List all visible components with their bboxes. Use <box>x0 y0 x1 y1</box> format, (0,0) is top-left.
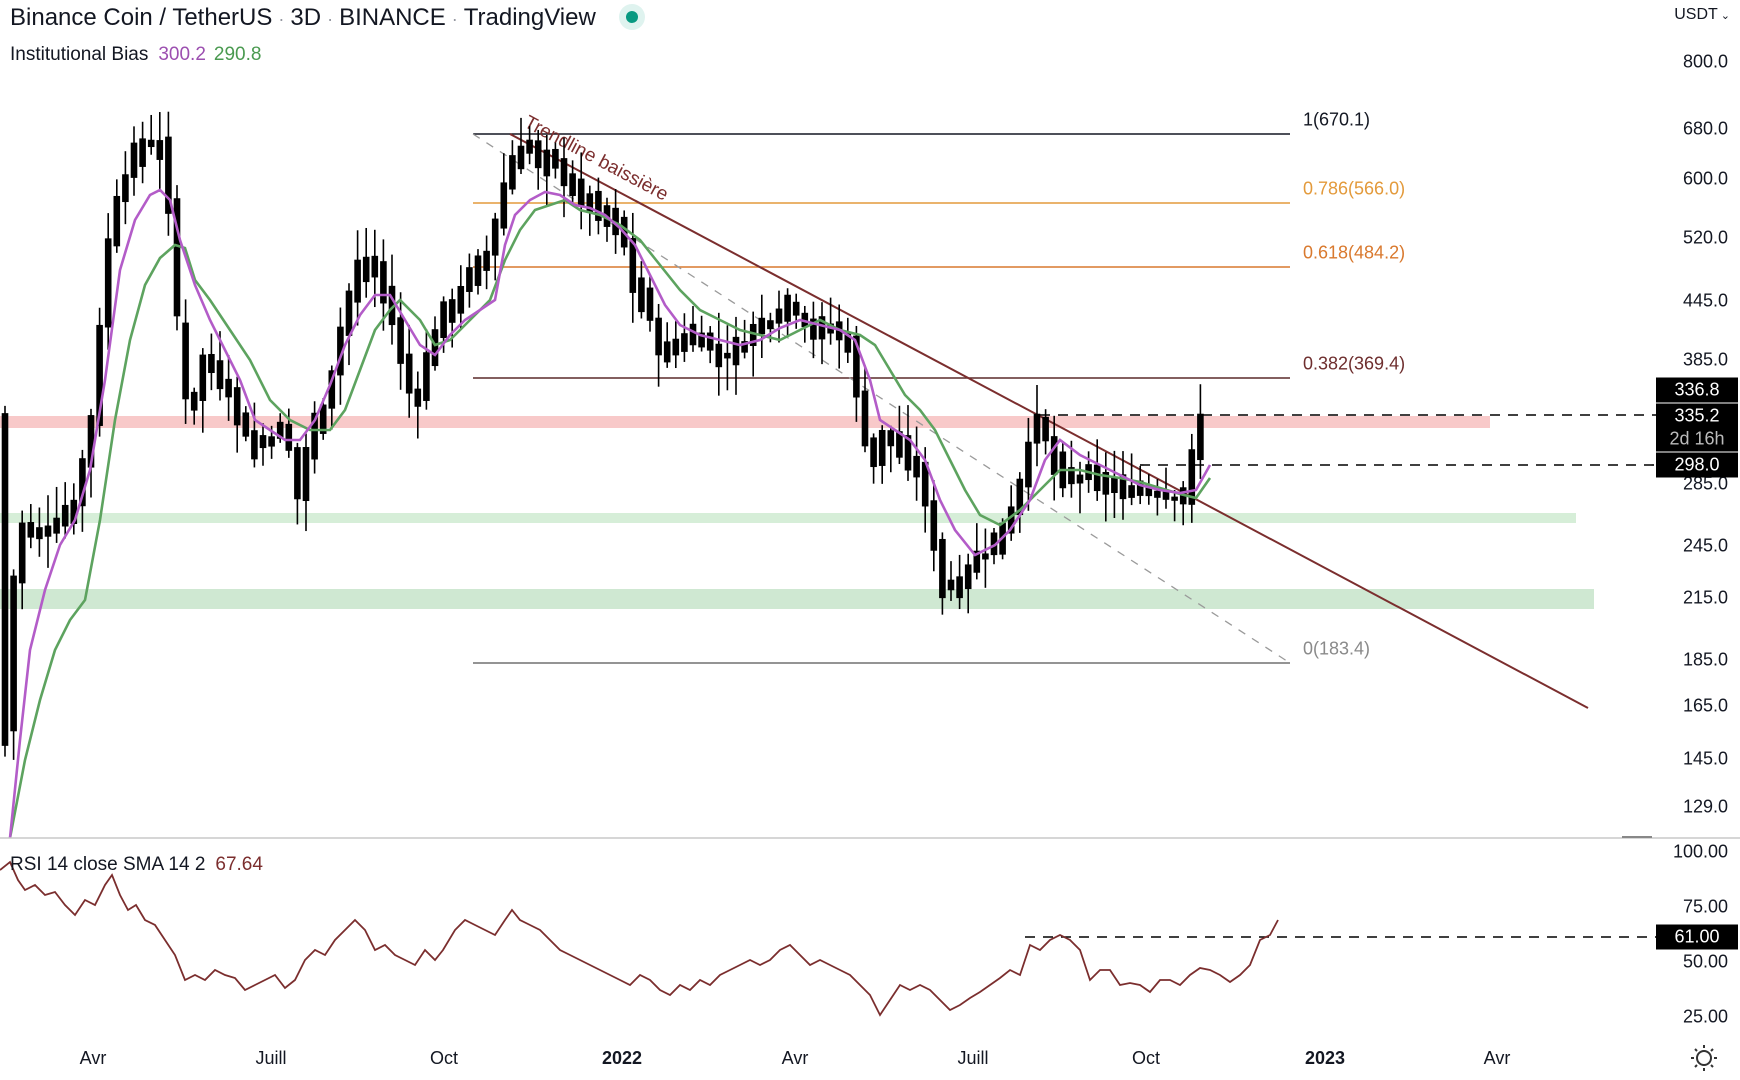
price-tick-label: 185.0 <box>1682 649 1728 670</box>
horizontal-levels[interactable] <box>1040 414 1656 466</box>
price-tick-label: 385.0 <box>1682 349 1728 370</box>
fib-level-label: 0.618(484.2) <box>1303 242 1406 263</box>
time-tick-label: Oct <box>429 1048 459 1068</box>
currency-select[interactable]: USDT ⌄ <box>1674 6 1730 24</box>
price-tick-label: 165.0 <box>1682 695 1728 716</box>
rsi-tick-label: 75.00 <box>1682 896 1728 917</box>
indicator-slow-value: 290.8 <box>213 44 262 65</box>
price-tag: 336.8 <box>1656 377 1738 403</box>
price-tick-label: 145.0 <box>1682 748 1728 769</box>
price-tick-label: 445.0 <box>1682 290 1728 311</box>
rsi-line <box>0 860 1279 1017</box>
fib-level-label: 0.382(369.4) <box>1303 353 1406 374</box>
fib-level-label: 0.786(566.0) <box>1303 178 1406 199</box>
bearish-trendline[interactable] <box>509 133 1589 709</box>
price-tick-label: 680.0 <box>1682 118 1728 139</box>
indicator-fast-value: 300.2 <box>158 44 206 65</box>
indicator-legend[interactable]: Institutional Bias 300.2 290.8 <box>10 44 261 66</box>
institutional-bias-fast-line <box>8 188 1212 839</box>
price-tick-label: 520.0 <box>1682 227 1728 248</box>
price-tick-label: 245.0 <box>1682 535 1728 556</box>
countdown-label: 2d 16h <box>1656 426 1738 452</box>
currency-label: USDT <box>1674 6 1718 23</box>
price-tick-label: 285.0 <box>1682 473 1728 494</box>
price-tag: 335.2 <box>1656 403 1738 429</box>
candlesticks <box>1 111 1204 760</box>
rsi-level-tag: 61.00 <box>1656 924 1738 950</box>
rsi-legend[interactable]: RSI 14 close SMA 14 2 67.64 <box>10 854 263 876</box>
price-tick-label: 600.0 <box>1682 168 1728 189</box>
zones <box>0 416 1594 609</box>
support-zone-2 <box>0 589 1594 609</box>
price-tag: 298.0 <box>1656 452 1738 478</box>
exchange: BINANCE <box>339 4 446 31</box>
price-tick-label: 129.0 <box>1682 796 1728 817</box>
rsi-tick-label: 50.00 <box>1682 951 1728 972</box>
interval[interactable]: 3D <box>290 4 322 31</box>
rsi-tick-label: 100.00 <box>1672 841 1728 862</box>
time-tick-label: Avr <box>781 1048 809 1068</box>
data-source: TradingView <box>463 4 596 31</box>
resistance-zone <box>0 416 1490 428</box>
price-tick-label: 800.0 <box>1682 51 1728 72</box>
chevron-down-icon: ⌄ <box>1720 10 1730 22</box>
time-tick-label: Avr <box>79 1048 107 1068</box>
rsi-value: 67.64 <box>215 854 263 875</box>
fib-level-label: 0(183.4) <box>1303 638 1371 659</box>
time-tick-label: Juill <box>255 1048 287 1068</box>
time-tick-label: 2023 <box>1304 1048 1346 1068</box>
time-tick-label: Juill <box>957 1048 989 1068</box>
time-tick-label: 2022 <box>601 1048 643 1068</box>
symbol-name[interactable]: Binance Coin / TetherUS <box>10 4 273 31</box>
indicator-name: Institutional Bias <box>10 44 149 65</box>
live-status-icon <box>625 10 638 23</box>
time-tick-label: Avr <box>1483 1048 1511 1068</box>
support-zone-1 <box>0 513 1576 523</box>
fib-level-label: 1(670.1) <box>1303 109 1371 130</box>
time-tick-label: Oct <box>1131 1048 1161 1068</box>
rsi-name: RSI 14 close SMA 14 2 <box>10 854 206 875</box>
rsi-tick-label: 25.00 <box>1682 1006 1728 1027</box>
chart-title: Binance Coin / TetherUS · 3D · BINANCE · Tradi… <box>10 4 638 32</box>
price-tick-label: 215.0 <box>1682 587 1728 608</box>
sun-settings-icon[interactable] <box>1691 1045 1717 1071</box>
